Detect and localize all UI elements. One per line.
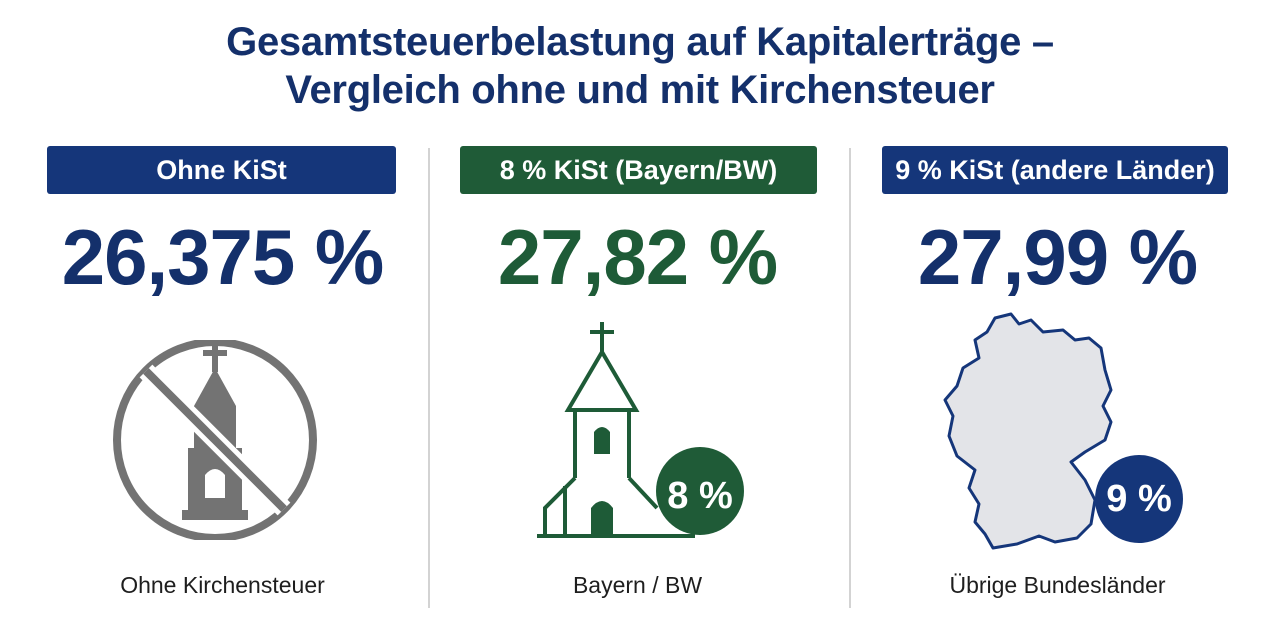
caption-bavaria-bw: Bayern / BW [572, 572, 703, 598]
germany-map-icon [943, 312, 1183, 550]
badge-no-church-tax: Ohne KiSt [47, 146, 396, 194]
caption-no-church-tax: Ohne Kirchensteuer [120, 572, 325, 598]
title-line-1: Gesamtsteuerbelastung auf Kapitalerträge… [226, 20, 1054, 64]
no-church-icon [113, 340, 317, 540]
church-icon [537, 322, 744, 538]
rate-other-states: 27,99 % [917, 213, 1198, 301]
rate-no-church-tax: 26,375 % [61, 213, 385, 301]
column-divider [428, 148, 430, 608]
rate-bavaria-bw: 27,82 % [497, 213, 778, 301]
church-tax-8-badge: 8 % [667, 475, 733, 517]
page-title: Gesamtsteuerbelastung auf Kapitalerträge… [0, 18, 1280, 114]
church-tax-9-badge: 9 % [1106, 478, 1172, 520]
caption-other-states: Übrige Bundesländer [949, 572, 1166, 598]
column-divider [849, 148, 851, 608]
title-line-2: Vergleich ohne und mit Kirchensteuer [285, 68, 995, 112]
badge-other-states: 9 % KiSt (andere Länder) [882, 146, 1228, 194]
badge-bavaria-bw: 8 % KiSt (Bayern/BW) [460, 146, 817, 194]
